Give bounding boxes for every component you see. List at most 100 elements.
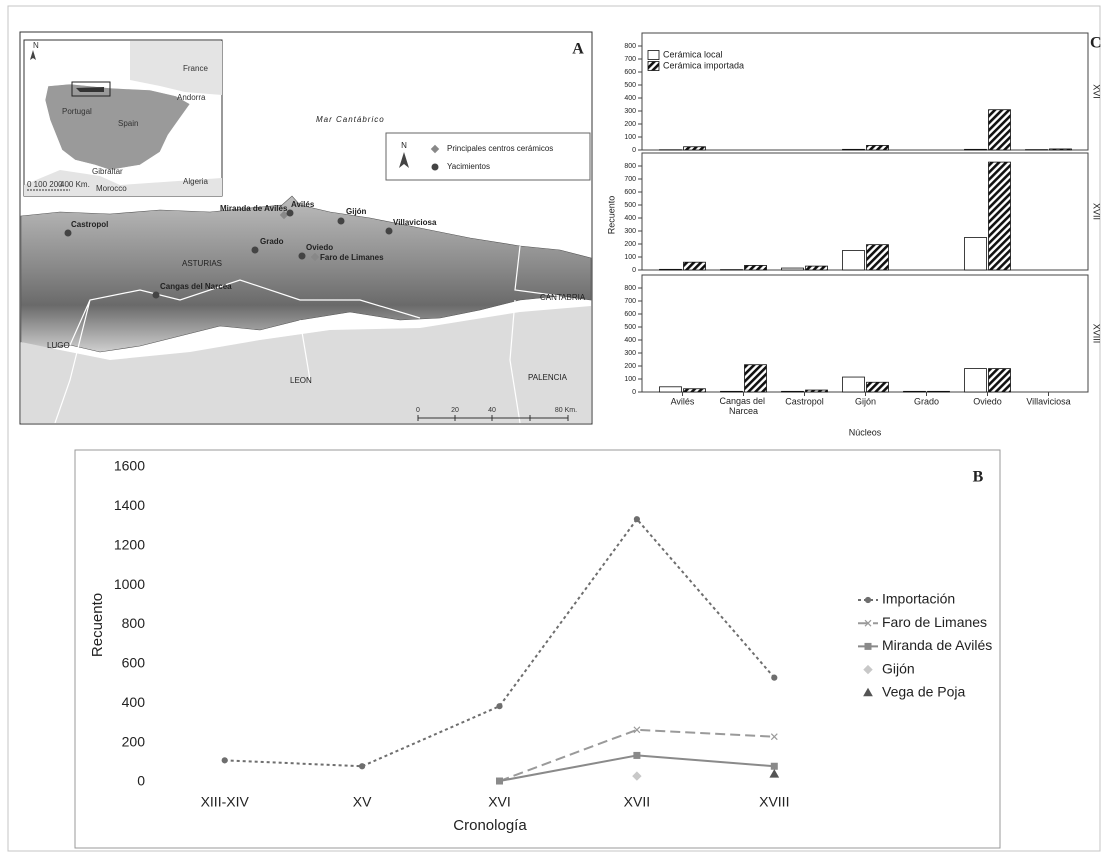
country-label: Gibraltar bbox=[92, 167, 123, 176]
chart-frame bbox=[75, 450, 1000, 848]
bar bbox=[745, 265, 767, 270]
y-tick-label: 800 bbox=[624, 163, 636, 170]
y-tick-label: 400 bbox=[624, 215, 636, 222]
y-tick-label: 500 bbox=[624, 324, 636, 331]
marker bbox=[772, 675, 777, 680]
y-tick-label: 300 bbox=[624, 228, 636, 235]
bar bbox=[684, 147, 706, 150]
bar bbox=[843, 251, 865, 271]
site-label: Gijón bbox=[346, 207, 367, 216]
y-tick-label: 800 bbox=[122, 615, 146, 631]
y-tick-label: 500 bbox=[624, 202, 636, 209]
site-symbol bbox=[432, 164, 439, 171]
region-label: CANTABRIA bbox=[540, 293, 586, 302]
bar bbox=[843, 149, 865, 150]
panel-name: XVIII bbox=[1092, 324, 1102, 344]
marker bbox=[497, 778, 503, 784]
country-label: Portugal bbox=[62, 107, 92, 116]
panel-name: XVII bbox=[1092, 203, 1102, 220]
site-dot bbox=[338, 218, 345, 225]
legend-text: Yacimientos bbox=[447, 162, 490, 171]
y-tick-label: 1000 bbox=[114, 576, 145, 592]
bar bbox=[867, 382, 889, 392]
legend-label: Cerámica local bbox=[663, 49, 723, 59]
x-tick-label: XVIII bbox=[759, 794, 789, 810]
y-tick-label: 600 bbox=[624, 69, 636, 76]
y-tick-label: 0 bbox=[632, 389, 636, 396]
y-tick-label: 100 bbox=[624, 376, 636, 383]
bar bbox=[965, 369, 987, 392]
y-tick-label: 100 bbox=[624, 254, 636, 261]
y-tick-label: 200 bbox=[624, 241, 636, 248]
x-tick-label: XIII-XIV bbox=[201, 794, 250, 810]
y-tick-label: 800 bbox=[624, 43, 636, 50]
site-dot bbox=[252, 247, 259, 254]
north-label: N bbox=[33, 41, 39, 50]
bar bbox=[867, 245, 889, 270]
y-axis-label: Recuento bbox=[606, 196, 616, 235]
bar bbox=[782, 391, 804, 392]
bar bbox=[782, 268, 804, 270]
y-axis-label: Recuento bbox=[89, 593, 106, 657]
region-label: LEON bbox=[290, 376, 312, 385]
bar bbox=[660, 269, 682, 270]
region-label: ASTURIAS bbox=[182, 259, 222, 268]
scale-label: 80 Km. bbox=[555, 407, 577, 414]
region-label: PALENCIA bbox=[528, 373, 568, 382]
x-tick-label: Oviedo bbox=[973, 396, 1002, 406]
inset-scale: 0 100 200 bbox=[27, 180, 63, 189]
x-axis-label: Núcleos bbox=[849, 427, 882, 437]
x-axis-label: Cronología bbox=[453, 817, 527, 834]
site-label: Miranda de Avilés bbox=[220, 204, 288, 213]
panel-label: B bbox=[973, 469, 984, 486]
site-label: Castropol bbox=[71, 220, 108, 229]
inset-scale: 400 Km. bbox=[60, 180, 90, 189]
y-tick-label: 400 bbox=[122, 694, 146, 710]
country-label: France bbox=[183, 64, 208, 73]
scale-label: 40 bbox=[488, 407, 496, 414]
y-tick-label: 700 bbox=[624, 56, 636, 63]
figure: A Mar Cantábrico N Principales centros c… bbox=[0, 0, 1102, 854]
y-tick-label: 600 bbox=[122, 655, 146, 671]
country-label: Andorra bbox=[177, 93, 206, 102]
x-tick-label: Gijón bbox=[855, 396, 876, 406]
sea-label: Mar Cantábrico bbox=[316, 115, 385, 124]
y-tick-label: 600 bbox=[624, 189, 636, 196]
marker bbox=[634, 752, 640, 758]
region-label: LUGO bbox=[47, 341, 70, 350]
y-tick-label: 400 bbox=[624, 337, 636, 344]
marker bbox=[497, 704, 502, 709]
north-label: N bbox=[401, 141, 407, 150]
scale-label: 20 bbox=[451, 407, 459, 414]
bar bbox=[660, 387, 682, 392]
marker bbox=[360, 764, 365, 769]
y-tick-label: 1400 bbox=[114, 497, 145, 513]
y-tick-label: 300 bbox=[624, 350, 636, 357]
site-label: Faro de Limanes bbox=[320, 253, 384, 262]
site-label: Cangas del Narcea bbox=[160, 282, 232, 291]
site-dot bbox=[287, 210, 294, 217]
panel-name: XVI bbox=[1092, 84, 1102, 99]
site-dot bbox=[65, 230, 72, 237]
bar bbox=[684, 389, 706, 392]
y-tick-label: 0 bbox=[632, 147, 636, 154]
y-tick-label: 0 bbox=[137, 773, 145, 789]
y-tick-label: 700 bbox=[624, 176, 636, 183]
page: A Mar Cantábrico N Principales centros c… bbox=[0, 0, 1102, 854]
x-tick-label: XVII bbox=[624, 794, 650, 810]
map-legend bbox=[386, 133, 590, 180]
y-tick-label: 300 bbox=[624, 108, 636, 115]
country-label: Morocco bbox=[96, 184, 127, 193]
bar bbox=[965, 238, 987, 271]
bar bbox=[904, 391, 926, 392]
legend-label: Miranda de Avilés bbox=[882, 637, 992, 653]
site-label: Grado bbox=[260, 237, 284, 246]
legend-label: Gijón bbox=[882, 660, 915, 676]
y-tick-label: 1600 bbox=[114, 458, 145, 474]
x-tick-label: Castropol bbox=[785, 396, 824, 406]
y-tick-label: 200 bbox=[624, 363, 636, 370]
panel-label: A bbox=[572, 41, 584, 58]
legend-label: Faro de Limanes bbox=[882, 614, 987, 630]
site-label: Villaviciosa bbox=[393, 218, 437, 227]
x-tick-label: XV bbox=[353, 794, 372, 810]
